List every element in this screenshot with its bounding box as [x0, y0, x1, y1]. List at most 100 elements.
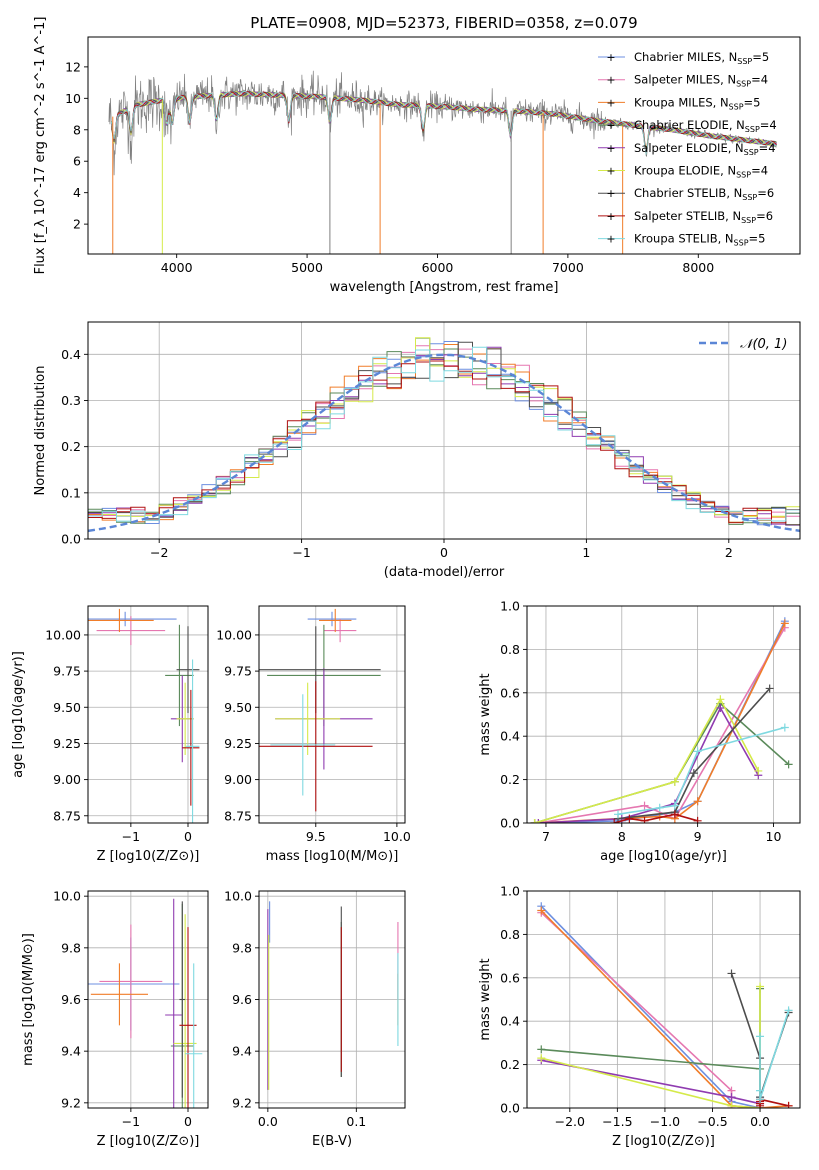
y-tick-label: 1.0	[500, 599, 520, 614]
panel-weight_vs_age: 7 8 9 10 0.0 0.2 0.4 0.6 0.8 1.0 age [log10(age/yr…	[478, 599, 801, 864]
plot-area	[88, 337, 800, 533]
plot-area	[88, 898, 203, 1108]
y-tick-label: 9.4	[61, 1044, 81, 1059]
x-tick-label: 1	[582, 545, 590, 560]
x-tick-label: −2.0	[555, 1114, 585, 1129]
weight-series-marker	[625, 814, 634, 823]
x-tick-label: 0	[184, 1114, 192, 1129]
weight-series-marker	[716, 695, 725, 704]
figure-title: PLATE=0908, MJD=52373, FIBERID=0358, z=0…	[250, 14, 637, 32]
y-tick-label: 9.00	[224, 772, 252, 787]
x-tick-label: 8000	[682, 260, 714, 275]
weight-series-marker	[670, 801, 679, 810]
y-tick-label: 8	[73, 122, 81, 137]
y-tick-label: 0.0	[500, 816, 520, 831]
y-tick-label: 9.50	[53, 700, 81, 715]
x-tick-label: 0.1	[346, 1114, 366, 1129]
weight-series-marker	[756, 1095, 765, 1104]
spectrum-model-line	[111, 91, 777, 151]
weight-series-marker	[784, 1101, 793, 1108]
y-axis-label: Normed distribution	[33, 366, 48, 496]
x-tick-label: 9.5	[306, 829, 326, 844]
axes-frame	[526, 605, 801, 824]
weight-series-marker	[610, 819, 619, 823]
plot-area	[530, 617, 793, 823]
y-tick-label: 9.75	[224, 664, 252, 679]
x-tick-label: 0	[440, 545, 448, 560]
y-tick-label: 0.0	[61, 532, 81, 547]
weight-series-marker	[530, 819, 539, 823]
x-tick-label: 0.0	[258, 1114, 278, 1129]
x-tick-label: 0	[184, 829, 192, 844]
y-axis-label: mass [log10(M/M⊙)]	[21, 933, 36, 1066]
x-tick-label: 2	[725, 545, 733, 560]
y-tick-label: 0.2	[500, 772, 520, 787]
y-tick-label: 9.50	[224, 700, 252, 715]
weight-series-marker	[754, 766, 763, 775]
plot-area	[267, 901, 399, 1090]
panel-age_vs_Z: −1 0 8.75 9.00 9.25 9.50 9.75 10.00 Z [log10(Z/Z…	[11, 605, 209, 864]
legend-entry: Kroupa ELODIE, NSSP=4	[634, 164, 768, 180]
x-tick-label: −1	[122, 829, 140, 844]
legend-marker: +	[606, 142, 615, 155]
y-tick-label: 9.4	[232, 1044, 252, 1059]
weight-series-line	[759, 1098, 789, 1107]
weight-series-marker	[670, 810, 679, 819]
histogram-series	[88, 360, 800, 524]
y-tick-label: 8.75	[53, 808, 81, 823]
panel-age_vs_mass: 9.5 10.0 8.75 9.00 9.25 9.50 9.75 10.00 mass [lo…	[216, 605, 411, 864]
x-tick-label: 5000	[291, 260, 323, 275]
x-tick-label: 0.0	[750, 1114, 770, 1129]
y-tick-label: 0.4	[500, 729, 520, 744]
weight-series-marker	[727, 1101, 736, 1108]
y-tick-label: 0.0	[500, 1101, 520, 1116]
weight-series-line	[534, 620, 786, 823]
spectrum-model-line	[111, 91, 777, 154]
weight-series-marker	[756, 1086, 765, 1095]
y-tick-label: 0.4	[500, 1014, 520, 1029]
weight-series-marker	[537, 1054, 546, 1063]
weight-series-line	[541, 988, 761, 1070]
legend-entry: Kroupa MILES, NSSP=5	[634, 95, 760, 111]
y-axis-label: mass weight	[478, 958, 493, 1040]
legend: + Chabrier MILES, NSSP=5 + Salpeter MILES, …	[598, 50, 777, 248]
y-tick-label: 0.3	[61, 393, 81, 408]
histogram-series	[88, 341, 800, 526]
x-tick-label: −1	[292, 545, 310, 560]
weight-series-marker	[756, 982, 765, 991]
weight-series-marker	[614, 810, 622, 819]
axes-frame	[87, 36, 801, 255]
weight-series-marker	[727, 969, 736, 978]
y-tick-label: 9.00	[53, 772, 81, 787]
y-tick-label: 9.2	[232, 1095, 252, 1110]
weight-series-marker	[716, 703, 725, 712]
legend-entry: Salpeter STELIB, NSSP=6	[634, 209, 773, 225]
y-tick-label: 10.0	[224, 889, 252, 904]
y-tick-label: 9.6	[61, 992, 81, 1007]
x-axis-label: Z [log10(Z/Z⊙)]	[612, 1134, 715, 1149]
y-tick-label: 9.25	[224, 736, 252, 751]
weight-series-line	[541, 986, 761, 1108]
x-tick-label: 4000	[161, 260, 193, 275]
weight-series-line	[538, 627, 786, 823]
spectrum-model-line	[111, 90, 777, 155]
y-tick-label: 0.8	[500, 927, 520, 942]
x-axis-label: (data-model)/error	[384, 565, 505, 580]
spectrum-model-line	[111, 91, 777, 150]
weight-series-line	[534, 697, 760, 823]
x-tick-label: 10.0	[383, 829, 411, 844]
y-axis-label: mass weight	[478, 673, 493, 755]
legend-marker: +	[606, 165, 615, 178]
x-tick-label: 8	[618, 829, 626, 844]
panel-spectrum: + Chabrier MILES, NSSP=5 + Salpeter MILES, …	[33, 17, 801, 295]
legend-marker: +	[606, 119, 615, 132]
weight-series-line	[759, 1010, 790, 1100]
y-tick-label: 0.2	[61, 439, 81, 454]
y-tick-label: 0.6	[500, 685, 520, 700]
weight-series-marker	[689, 769, 698, 778]
y-tick-label: 0.2	[500, 1057, 520, 1072]
x-tick-label: 9	[694, 829, 702, 844]
panel-residuals: 𝒩(0, 1) −2 −1 0 1 2 0.0 0.1 0.2 0.3 0.4 (data-model…	[33, 321, 801, 580]
weight-series-marker	[784, 760, 793, 769]
y-tick-label: 9.6	[232, 992, 252, 1007]
